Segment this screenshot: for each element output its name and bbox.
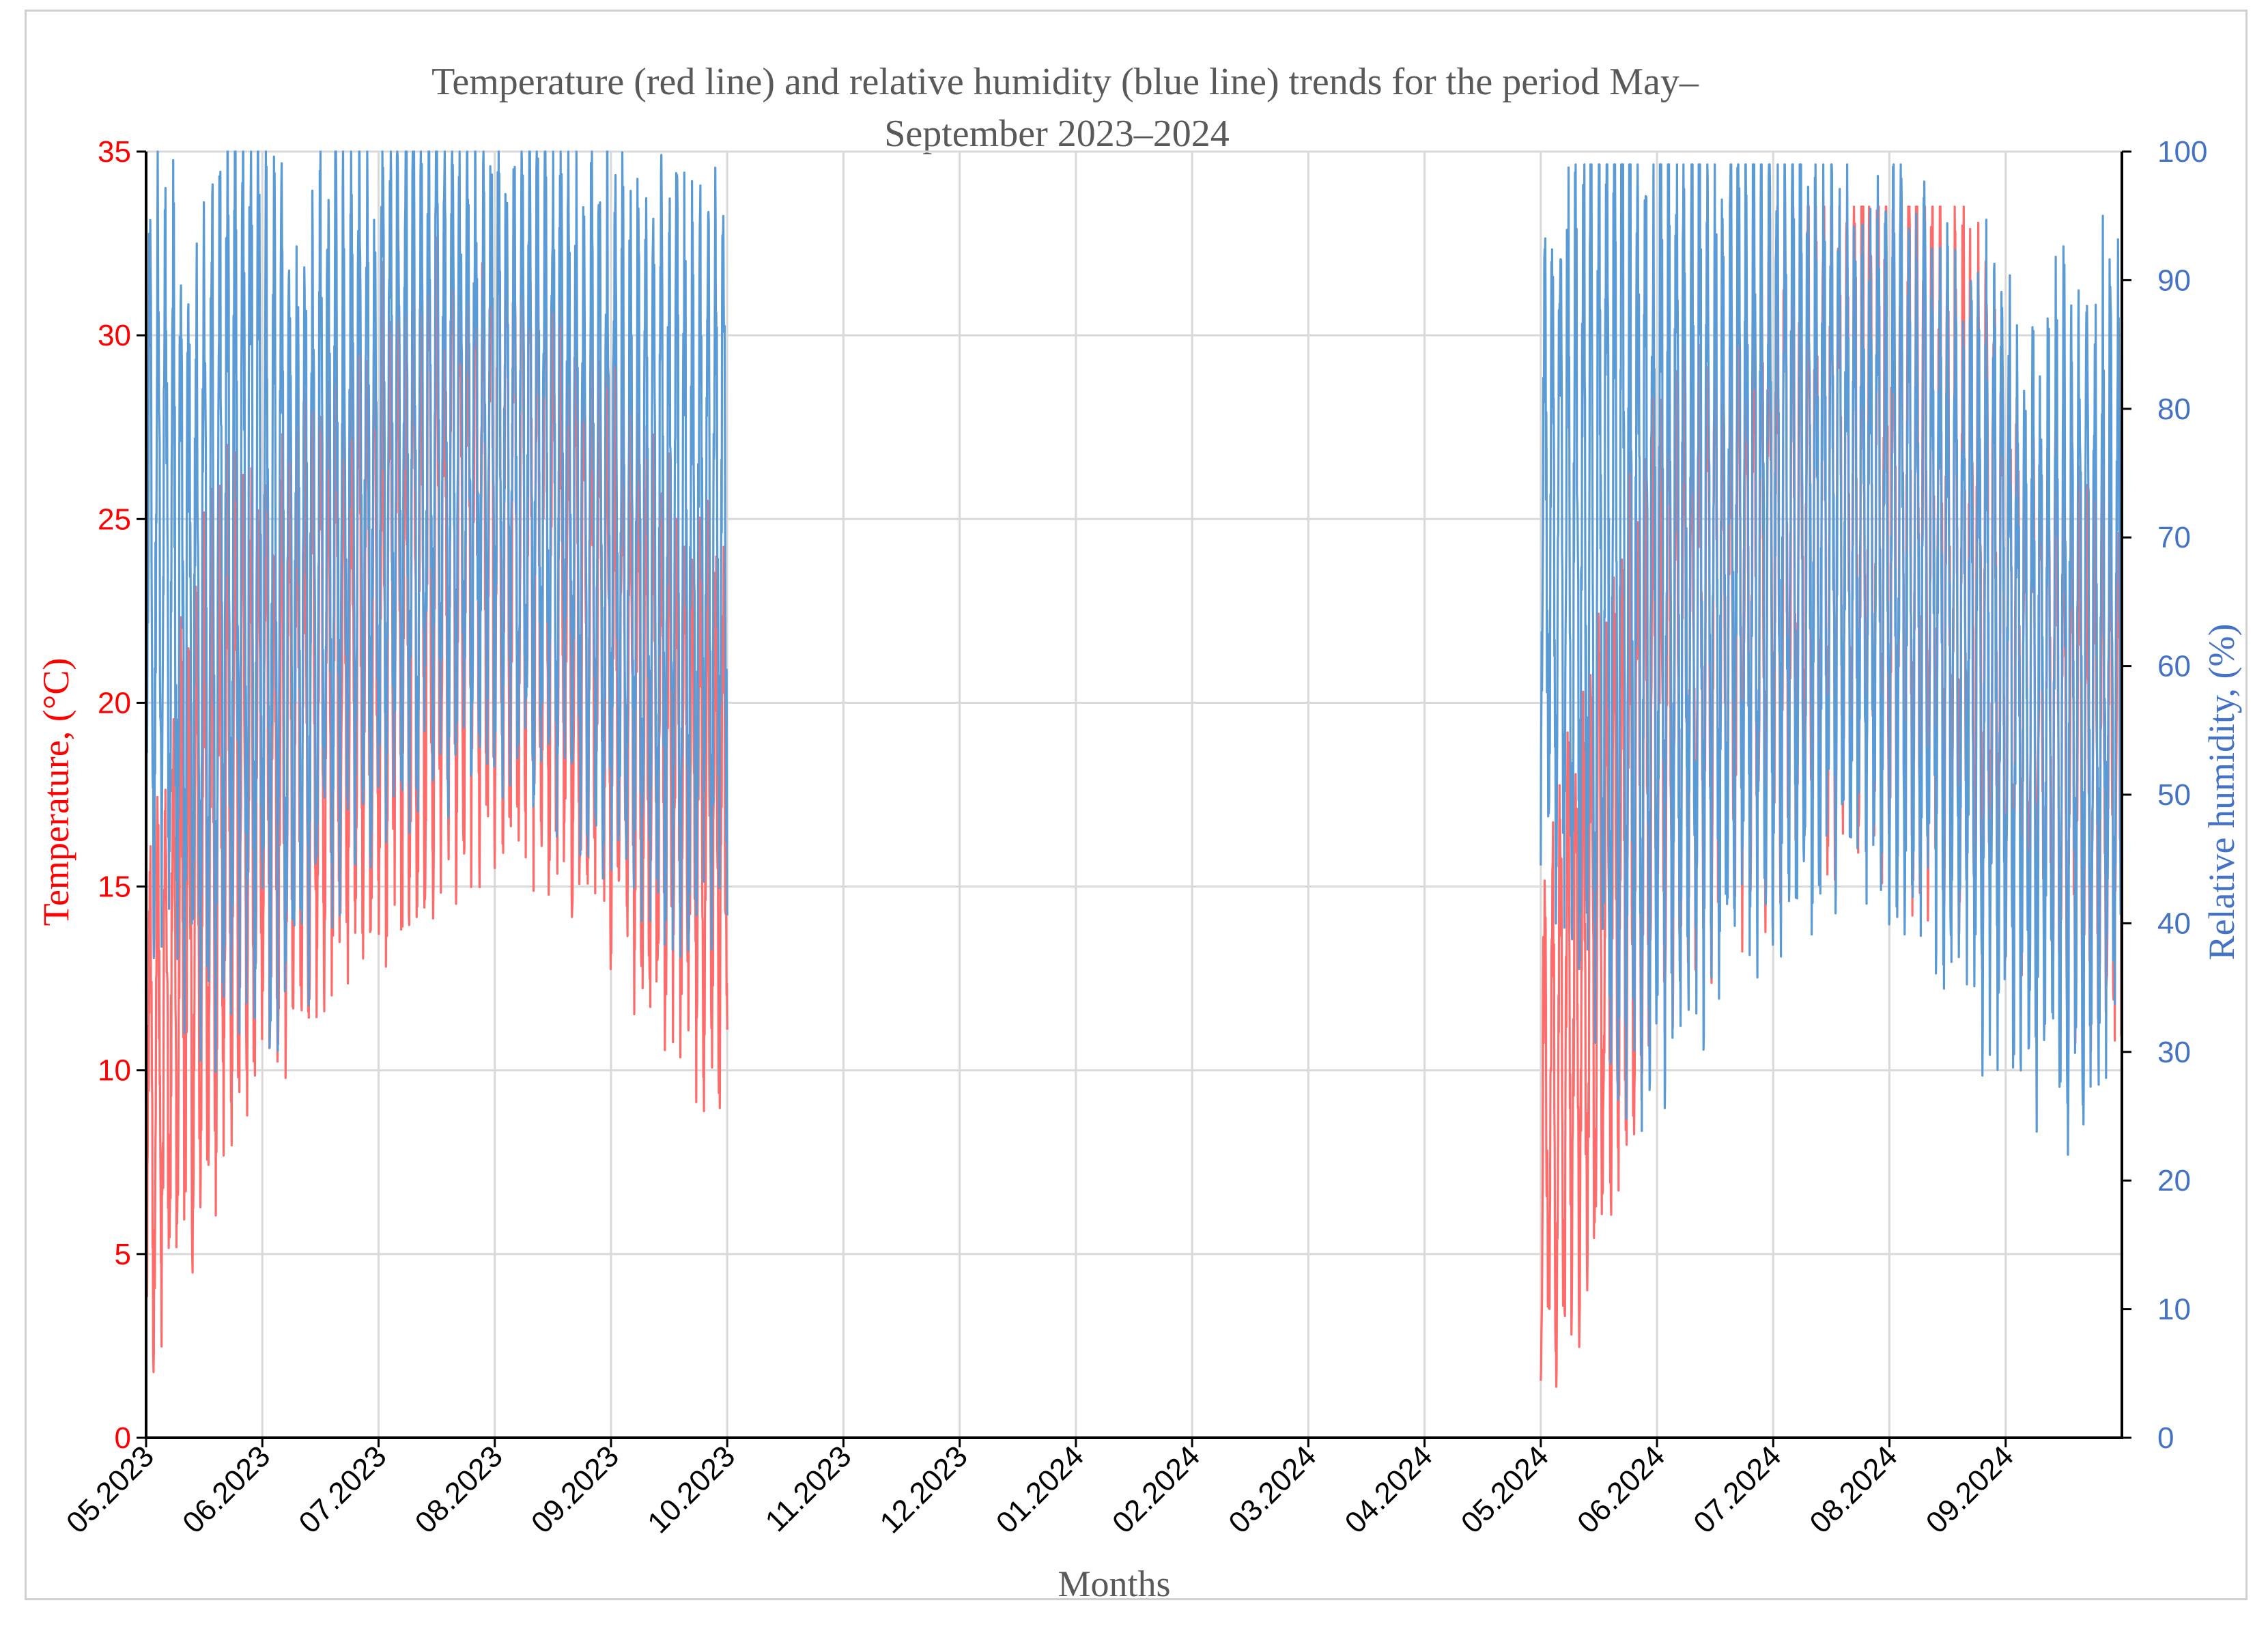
y-axis-label-left: Temperature, (°C): [36, 658, 76, 926]
x-tick-label: 05.2023: [60, 1439, 160, 1539]
chart-title-line2: September 2023–2024: [884, 113, 1229, 155]
x-tick-label: 05.2024: [1455, 1439, 1555, 1539]
humidity-line: [1540, 163, 2123, 1156]
x-tick-label: 04.2024: [1339, 1439, 1439, 1539]
x-tick-label: 09.2023: [525, 1439, 625, 1539]
y-tick-right-label: 100: [2157, 135, 2207, 169]
y-tick-left-label: 35: [98, 135, 131, 169]
humidity-line: [145, 150, 728, 1073]
x-tick-label: 06.2023: [176, 1439, 277, 1539]
plot-area: [145, 150, 2123, 1388]
y-tick-right-label: 10: [2157, 1293, 2191, 1326]
y-tick-right-label: 80: [2157, 393, 2191, 426]
y-tick-left-label: 20: [98, 686, 131, 720]
y-tick-left-label: 5: [115, 1238, 131, 1271]
x-tick-label: 09.2024: [1920, 1439, 2020, 1539]
y-tick-right-label: 60: [2157, 650, 2191, 683]
x-tick-label: 08.2024: [1803, 1439, 1903, 1539]
x-tick-label: 07.2023: [292, 1439, 393, 1539]
x-tick-label: 07.2024: [1687, 1439, 1787, 1539]
x-tick-label: 06.2024: [1571, 1439, 1671, 1539]
x-tick-label: 03.2024: [1222, 1439, 1322, 1539]
y-tick-left-label: 15: [98, 870, 131, 904]
y-tick-right-label: 90: [2157, 264, 2191, 297]
x-tick-label: 08.2023: [409, 1439, 509, 1539]
axes: [137, 150, 2131, 1447]
y-tick-left-label: 0: [115, 1421, 131, 1455]
y-tick-right-label: 50: [2157, 778, 2191, 812]
chart-frame: [25, 10, 2248, 1600]
x-tick-label: 12.2023: [874, 1439, 974, 1539]
y-tick-left-label: 25: [98, 502, 131, 536]
temperature-line: [145, 224, 728, 1374]
x-axis-label: Months: [1058, 1563, 1170, 1604]
y-tick-right-label: 70: [2157, 521, 2191, 554]
y-tick-left-label: 10: [98, 1054, 131, 1088]
y-tick-right-label: 30: [2157, 1036, 2191, 1069]
x-tick-label: 10.2023: [641, 1439, 741, 1539]
x-tick-label: 02.2024: [1106, 1439, 1206, 1539]
y-tick-right-label: 20: [2157, 1164, 2191, 1197]
x-tick-label: 01.2024: [990, 1439, 1090, 1539]
y-tick-left-label: 30: [98, 319, 131, 352]
y-tick-right-label: 0: [2157, 1421, 2174, 1455]
y-axis-label-right: Relative humidity, (%): [2201, 624, 2242, 961]
x-tick-label: 11.2023: [759, 1439, 858, 1538]
chart-title-line1: Temperature (red line) and relative humi…: [431, 61, 1699, 103]
y-tick-right-label: 40: [2157, 907, 2191, 940]
